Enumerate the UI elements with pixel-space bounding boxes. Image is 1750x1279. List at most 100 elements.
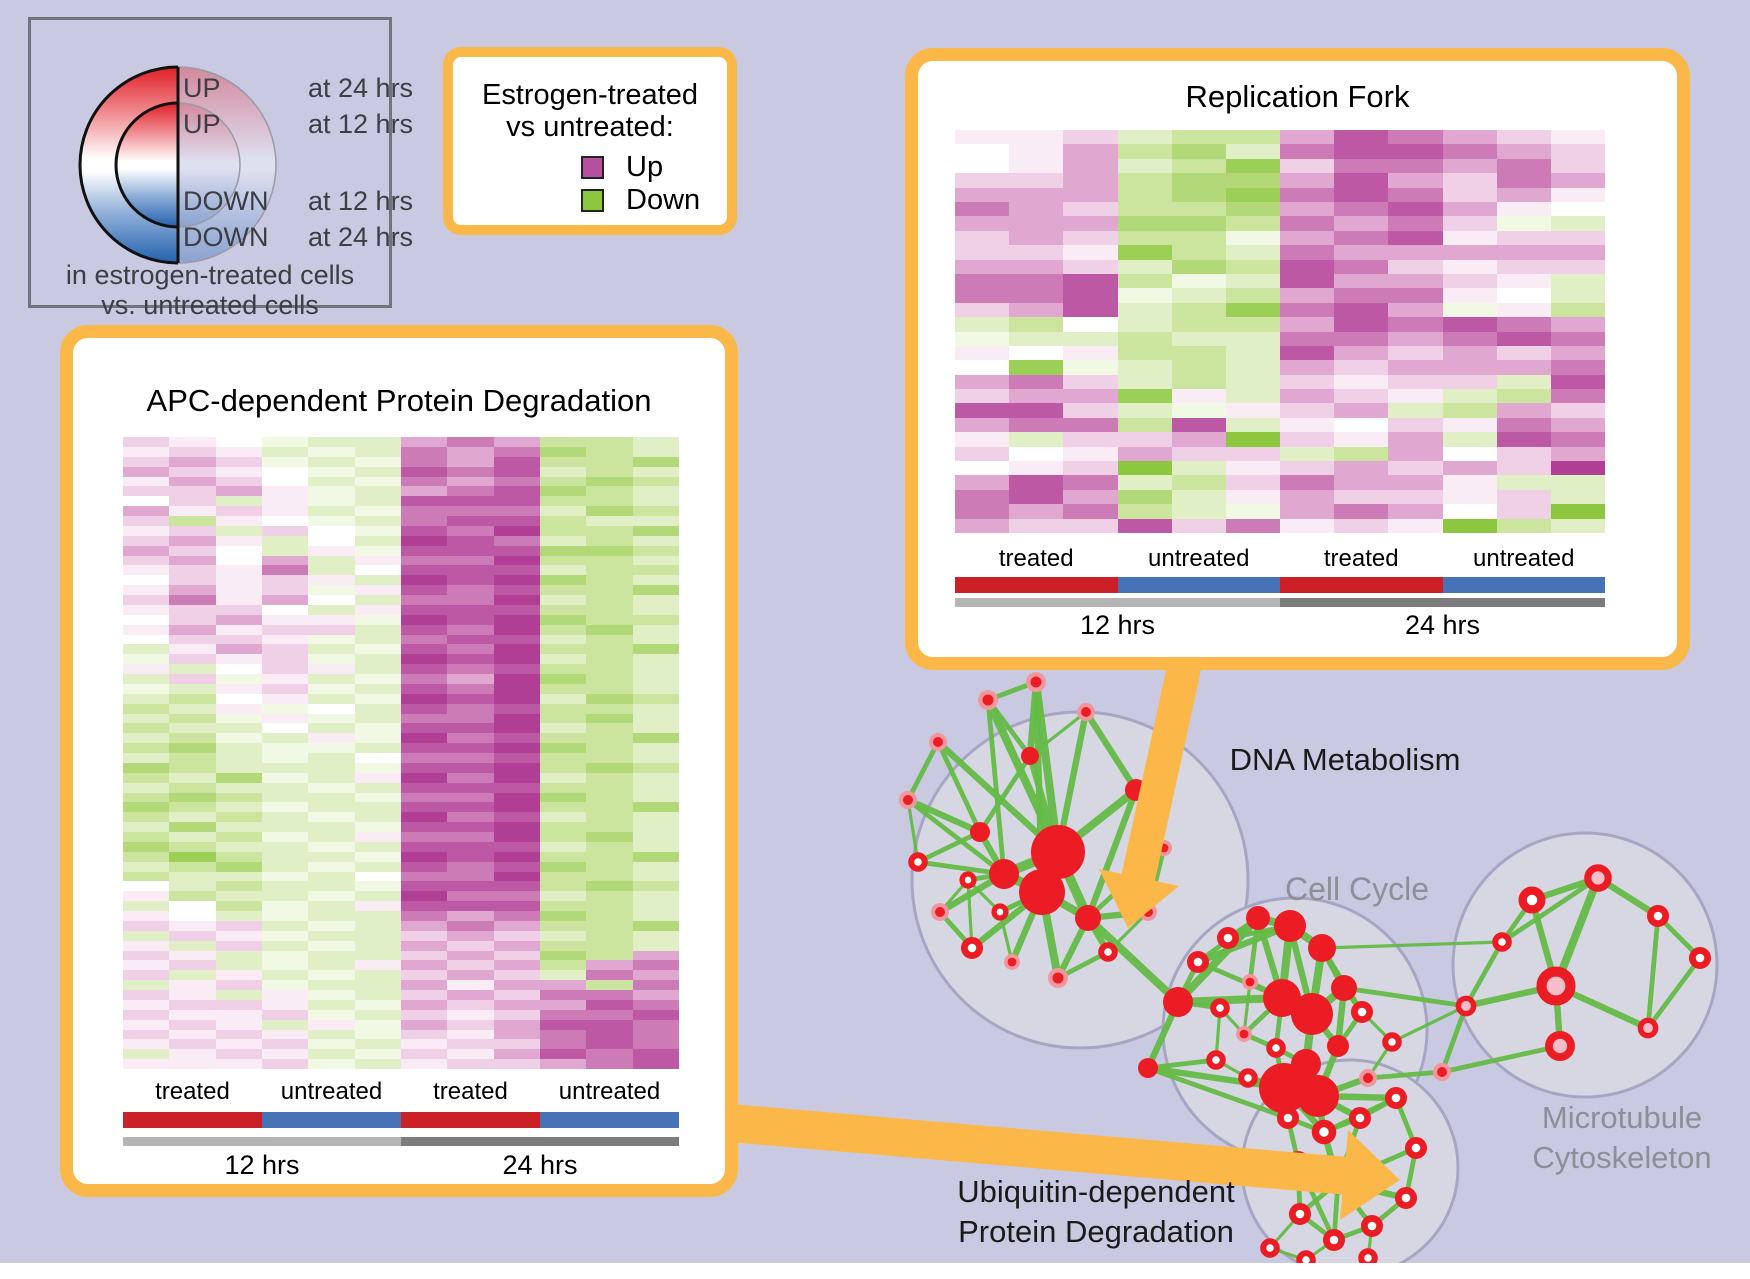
heatmap-cell [123, 990, 170, 1000]
heatmap-cell [539, 664, 587, 674]
heatmap-cell [539, 792, 587, 803]
untreated-bar [540, 1112, 679, 1128]
heatmap-cell [1550, 317, 1605, 332]
heatmap-cell [308, 753, 355, 763]
heatmap-cell [632, 990, 679, 1000]
heatmap-cell [215, 930, 262, 941]
heatmap-cell [586, 654, 633, 665]
gene-node-ring [959, 871, 977, 889]
heatmap-cell [586, 713, 633, 724]
heatmap-cell [354, 980, 401, 990]
heatmap-cell [169, 535, 216, 546]
heatmap-cell [169, 644, 216, 655]
heatmap-cell [400, 802, 448, 813]
heatmap-cell [1117, 475, 1172, 490]
heatmap-cell [261, 693, 309, 704]
heatmap-cell [261, 1039, 309, 1050]
heatmap-cell [447, 1059, 494, 1069]
heatmap-cell [1550, 302, 1605, 318]
heatmap-cell [1550, 518, 1605, 533]
heatmap-cell [215, 871, 262, 882]
heatmap-cell [1280, 130, 1335, 145]
heatmap-cell [261, 496, 309, 507]
heatmap-cell [1225, 245, 1280, 260]
heatmap-cell [1388, 475, 1443, 490]
heatmap-cell [1171, 144, 1226, 159]
heatmap-cell [308, 762, 355, 773]
heatmap-cell [354, 940, 401, 951]
heatmap-cell [447, 792, 494, 803]
heatmap-cell [1334, 504, 1389, 519]
heatmap-cell [400, 871, 448, 882]
heatmap-cell [539, 1009, 587, 1020]
heatmap-cell [1225, 518, 1280, 533]
heatmap-cell [215, 851, 262, 862]
heatmap-cell [308, 743, 355, 753]
heatmap-cell [400, 693, 448, 704]
heatmap-cell [400, 891, 448, 902]
heatmap-cell [447, 772, 494, 783]
heatmap-cell [1063, 187, 1118, 202]
heatmap-cell [1280, 187, 1335, 202]
legend-dir-down-24: DOWN [183, 222, 269, 252]
heatmap-cell [261, 466, 309, 477]
heatmap-cell [493, 881, 540, 892]
gene-node-ring [1322, 1228, 1346, 1252]
heatmap-cell [400, 614, 448, 625]
heatmap-cell [123, 762, 170, 773]
heatmap-cell [123, 733, 170, 744]
heatmap-cell [169, 634, 216, 645]
heatmap-cell [539, 861, 587, 872]
heatmap-cell [400, 980, 448, 990]
heatmap-cell [586, 1049, 633, 1060]
treated-bar [401, 1112, 540, 1128]
heatmap-cell [493, 693, 540, 704]
heatmap-cell [1550, 331, 1605, 346]
heatmap-cell [632, 456, 679, 467]
heatmap-cell [1442, 518, 1497, 533]
heatmap-cell [123, 644, 170, 655]
heatmap-cell [169, 1019, 216, 1030]
gene-node-solid [1021, 747, 1039, 765]
heatmap-cell [169, 693, 216, 704]
heatmap-cell [632, 693, 679, 704]
heatmap-cell [169, 516, 216, 526]
heatmap-cell [493, 970, 540, 981]
heatmap-cell [447, 693, 494, 704]
heatmap-cell [1117, 173, 1172, 188]
heatmap-cell [215, 506, 262, 516]
heatmap-cell [123, 911, 170, 921]
heatmap-cell [1171, 417, 1226, 433]
heatmap-cell [1280, 489, 1335, 505]
heatmap-cell [539, 555, 587, 566]
heatmap-cell [261, 940, 309, 951]
heatmap-cell [1225, 173, 1280, 188]
heatmap-cell [447, 516, 494, 526]
heatmap-cell [493, 1009, 540, 1020]
heatmap-cell [123, 851, 170, 862]
network-edge [1645, 955, 1703, 1031]
heatmap-cell [1063, 158, 1118, 174]
heatmap-cell [215, 772, 262, 783]
heatmap-cell [447, 851, 494, 862]
heatmap-cell [493, 960, 540, 971]
heatmap-cell [123, 1059, 170, 1069]
heatmap-cell [1117, 360, 1172, 375]
heatmap-cell [1009, 403, 1064, 418]
heatmap-cell [308, 713, 355, 724]
heatmap-cell [586, 565, 633, 576]
apc-time-labels: 12 hrs 24 hrs [123, 1150, 679, 1181]
heatmap-cell [632, 940, 679, 951]
heatmap-cell [447, 930, 494, 941]
heatmap-cell [400, 822, 448, 832]
heatmap-cell [1063, 216, 1118, 231]
heatmap-cell [1225, 461, 1280, 476]
heatmap-cell [308, 990, 355, 1000]
network-edge [985, 697, 1007, 877]
heatmap-cell [123, 841, 170, 852]
heatmap-cell [308, 624, 355, 635]
heatmap-cell [400, 575, 448, 586]
heatmap-cell [1550, 173, 1605, 188]
heatmap-cell [1334, 230, 1389, 246]
